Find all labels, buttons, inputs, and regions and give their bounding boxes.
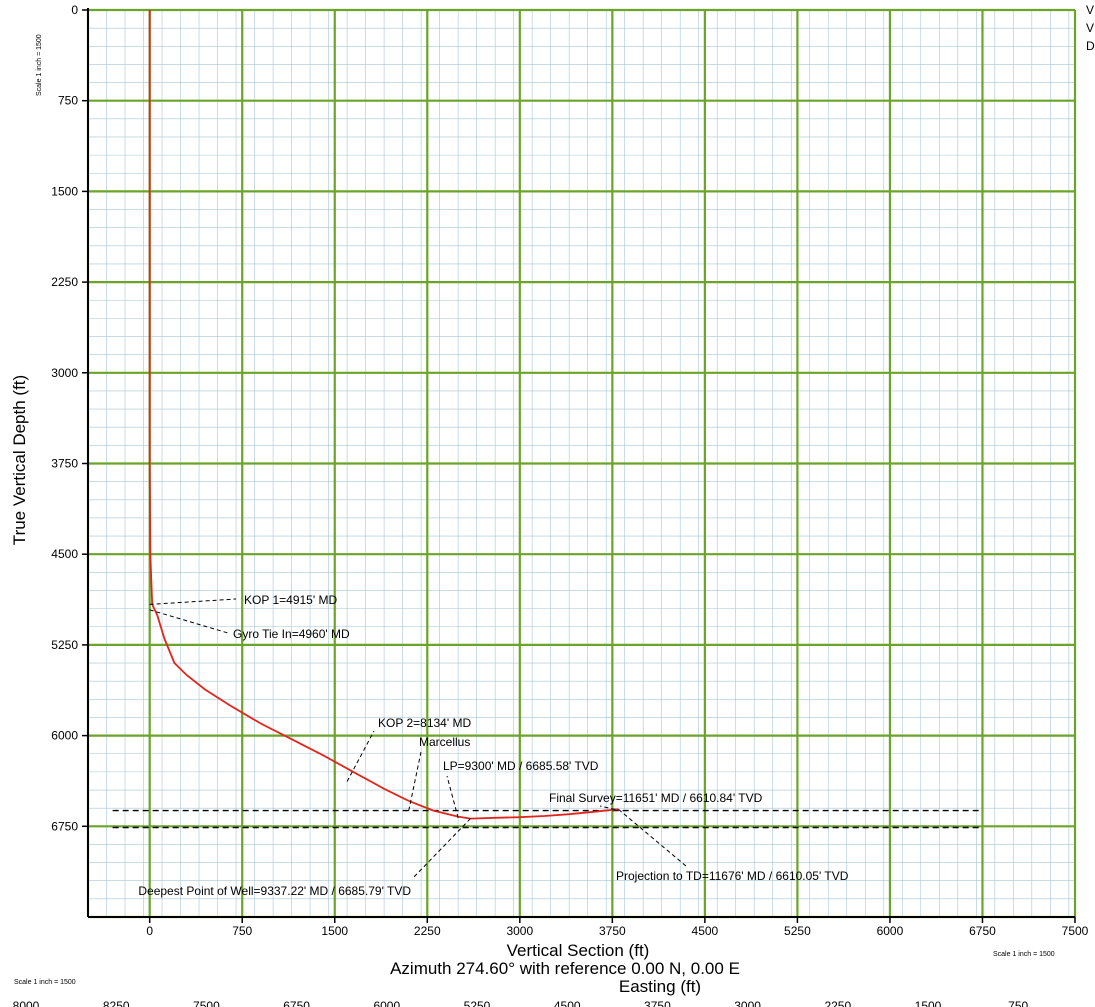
annotation-leader (599, 805, 616, 810)
y-tick-label: 6750 (51, 819, 78, 833)
x-tick-label: 7500 (1062, 924, 1089, 938)
easting-tick-label: 3750 (644, 999, 671, 1007)
x-axis-title: Vertical Section (ft) (507, 941, 650, 960)
x-tick-label: 4500 (692, 924, 719, 938)
x-tick-label: 3000 (506, 924, 533, 938)
annotation-leader (618, 808, 687, 867)
easting-tick-label: 8000 (13, 999, 40, 1007)
easting-title: Easting (ft) (619, 977, 701, 996)
y-axis-title: True Vertical Depth (ft) (10, 375, 29, 545)
easting-tick-label: 3000 (734, 999, 761, 1007)
scale-label-x: Scale 1 inch = 1500 (993, 951, 1055, 958)
y-tick-label: 1500 (51, 184, 78, 198)
x-tick-label: 6750 (969, 924, 996, 938)
annotation-label: LP=9300' MD / 6685.58' TVD (443, 759, 599, 773)
annotation-label: Marcellus (419, 735, 470, 749)
axes: 0 750 1500 2250 3000 3750 4500 5250 6000 6750 0 750… (13, 3, 1089, 1007)
easting-tick-label: 6000 (373, 999, 400, 1007)
easting-tick-label: 750 (1008, 999, 1028, 1007)
annotation-leader (408, 751, 422, 811)
annotation-label: KOP 2=8134' MD (378, 716, 471, 730)
x-tick-label: 0 (146, 924, 153, 938)
y-tick-label: 2250 (51, 275, 78, 289)
easting-tick-label: 6750 (283, 999, 310, 1007)
x-tick-label: 1500 (321, 924, 348, 938)
y-tick-label: 4500 (51, 547, 78, 561)
annotation-leader (411, 818, 471, 880)
easting-tick-label: 7500 (193, 999, 220, 1007)
annotation-label: KOP 1=4915' MD (244, 593, 337, 607)
annotation-leader (149, 598, 237, 605)
x-tick-label: 6000 (877, 924, 904, 938)
side-text-1: V (1086, 3, 1094, 17)
formation-lines (112, 809, 983, 829)
easting-tick-label: 2250 (824, 999, 851, 1007)
azimuth-subtitle: Azimuth 274.60° with reference 0.00 N, 0… (390, 959, 740, 978)
well-path-line (148, 10, 619, 820)
annotation-label: Final Survey=11651' MD / 6610.84' TVD (549, 791, 763, 805)
x-tick-label: 3750 (599, 924, 626, 938)
y-tick-label: 3750 (51, 457, 78, 471)
annotation-leader (346, 730, 375, 782)
well-path-series (148, 10, 619, 820)
side-text-3: D (1086, 39, 1095, 53)
annotation-leader (446, 775, 459, 818)
side-text-2: V (1086, 21, 1094, 35)
annotation-label: Deepest Point of Well=9337.22' MD / 6685… (138, 884, 411, 898)
annotations: KOP 1=4915' MD Gyro Tie In=4960' MD KOP 2=… (138, 593, 848, 898)
x-tick-label: 2250 (414, 924, 441, 938)
annotation-label: Projection to TD=11676' MD / 6610.05' TV… (616, 869, 849, 883)
annotation-label: Gyro Tie In=4960' MD (233, 627, 350, 641)
easting-tick-label: 4500 (554, 999, 581, 1007)
y-tick-label: 5250 (51, 638, 78, 652)
x-tick-label: 5250 (784, 924, 811, 938)
easting-tick-label: 5250 (464, 999, 491, 1007)
scale-label-easting: Scale 1 inch = 1500 (14, 979, 76, 986)
easting-tick-label: 8250 (103, 999, 130, 1007)
easting-tick-label: 1500 (915, 999, 942, 1007)
scale-label-y: Scale 1 inch = 1500 (36, 34, 43, 96)
y-tick-label: 750 (58, 94, 78, 108)
y-tick-label: 0 (71, 3, 78, 17)
y-tick-label: 6000 (51, 729, 78, 743)
y-tick-label: 3000 (51, 366, 78, 380)
x-tick-label: 750 (232, 924, 252, 938)
